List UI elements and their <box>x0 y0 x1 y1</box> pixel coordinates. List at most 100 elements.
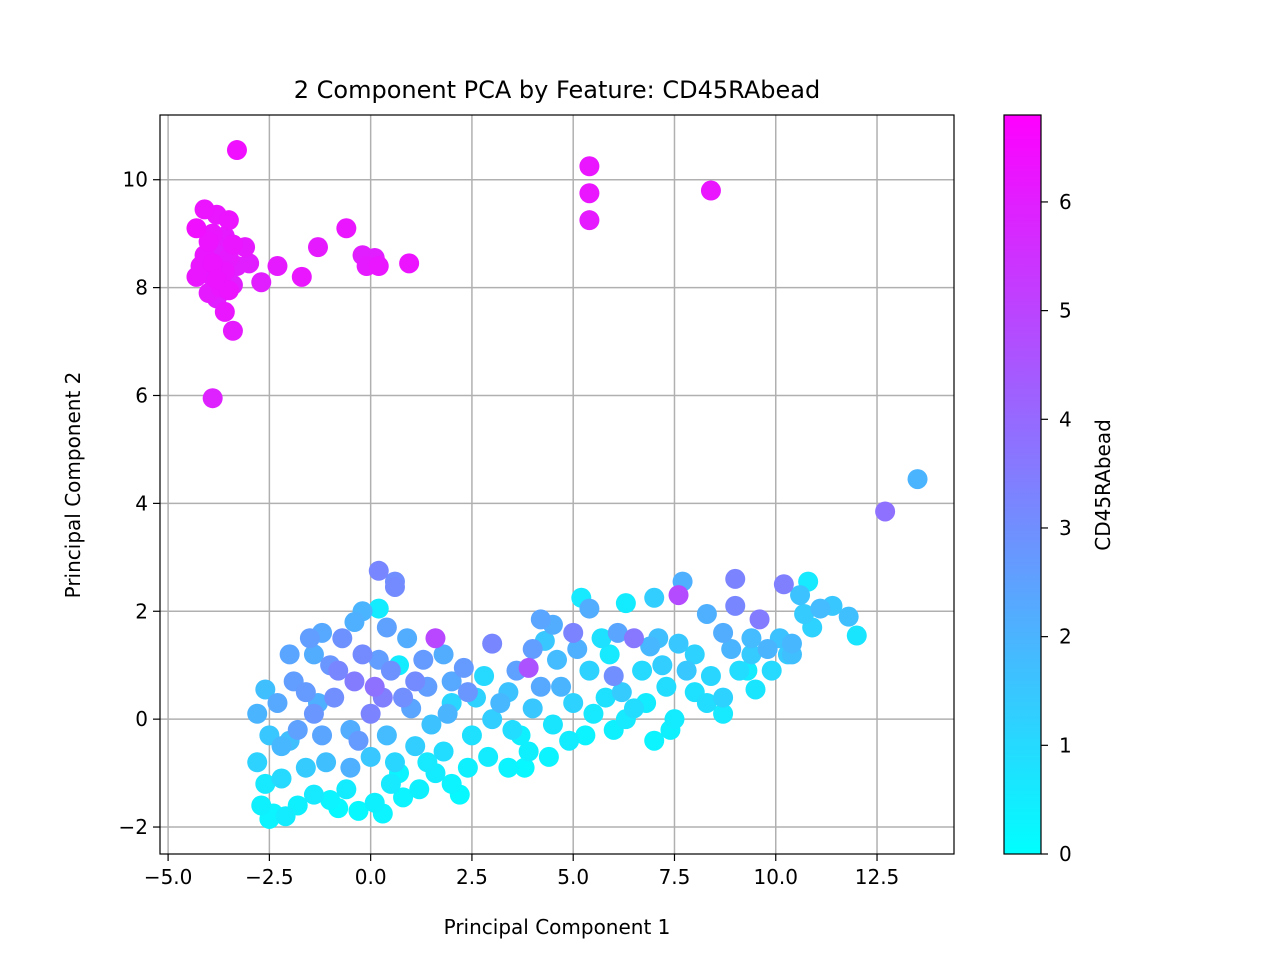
x-axis-label: Principal Component 1 <box>444 915 671 939</box>
scatter-point <box>425 628 446 649</box>
scatter-point <box>376 725 397 746</box>
scatter-point <box>433 741 454 762</box>
scatter-point <box>478 746 499 767</box>
x-tick-label: 0.0 <box>355 865 387 889</box>
scatter-point <box>399 253 420 274</box>
scatter-point <box>538 746 559 767</box>
scatter-point <box>696 603 717 624</box>
scatter-point <box>303 703 324 724</box>
y-tick-label: 10 <box>123 168 148 192</box>
scatter-point <box>700 665 721 686</box>
scatter-point <box>384 752 405 773</box>
scatter-point <box>579 156 600 177</box>
scatter-point <box>186 218 207 239</box>
scatter-point <box>303 784 324 805</box>
colorbar-tick-label: 0 <box>1059 842 1072 866</box>
scatter-point <box>186 266 207 287</box>
scatter-point <box>700 180 721 201</box>
x-tick-label: −2.5 <box>245 865 294 889</box>
scatter-point <box>299 628 320 649</box>
x-tick-label: 12.5 <box>855 865 900 889</box>
scatter-point <box>198 231 219 252</box>
scatter-point <box>502 719 523 740</box>
colorbar-tick-label: 3 <box>1059 516 1072 540</box>
scatter-point <box>875 501 896 522</box>
scatter-point <box>542 714 563 735</box>
scatter-point <box>676 660 697 681</box>
scatter-point <box>267 256 288 277</box>
scatter-point <box>303 644 324 665</box>
scatter-point <box>563 692 584 713</box>
scatter-point <box>340 757 361 778</box>
scatter-point <box>741 628 762 649</box>
scatter-point <box>413 649 434 670</box>
scatter-point <box>384 576 405 597</box>
scatter-point <box>332 628 353 649</box>
y-tick-label: 2 <box>135 599 148 623</box>
scatter-point <box>222 234 243 255</box>
scatter-point <box>421 714 442 735</box>
scatter-point <box>380 660 401 681</box>
scatter-point <box>441 671 462 692</box>
y-tick-label: 0 <box>135 707 148 731</box>
scatter-point <box>810 598 831 619</box>
scatter-point <box>761 660 782 681</box>
scatter-point <box>218 280 239 301</box>
scatter-point <box>336 218 357 239</box>
scatter-point <box>773 574 794 595</box>
scatter-point <box>615 593 636 614</box>
scatter-point <box>664 709 685 730</box>
scatter-point <box>599 644 620 665</box>
scatter-point <box>437 703 458 724</box>
y-tick-label: 4 <box>135 491 148 515</box>
scatter-point <box>368 598 389 619</box>
scatter-point <box>202 253 223 274</box>
scatter-point <box>490 692 511 713</box>
scatter-point <box>328 660 349 681</box>
scatter-point <box>551 676 572 697</box>
scatter-point <box>518 657 539 678</box>
scatter-point <box>668 585 689 606</box>
scatter-point <box>226 140 247 161</box>
scatter-point <box>579 598 600 619</box>
scatter-point <box>222 320 243 341</box>
scatter-point <box>725 568 746 589</box>
y-axis-label: Principal Component 2 <box>61 372 85 599</box>
x-tick-label: 5.0 <box>557 865 589 889</box>
scatter-point <box>514 757 535 778</box>
scatter-point <box>364 676 385 697</box>
scatter-point <box>729 660 750 681</box>
scatter-point <box>255 679 276 700</box>
scatter-point <box>336 779 357 800</box>
scatter-point <box>522 639 543 660</box>
scatter-point <box>530 609 551 630</box>
scatter-point <box>790 585 811 606</box>
scatter-point <box>316 752 337 773</box>
scatter-point <box>324 687 345 708</box>
scatter-point <box>255 773 276 794</box>
colorbar-label: CD45RAbead <box>1091 419 1115 551</box>
chart-title: 2 Component PCA by Feature: CD45RAbead <box>294 76 820 104</box>
scatter-point <box>640 636 661 657</box>
scatter-point <box>713 622 734 643</box>
scatter-point <box>595 687 616 708</box>
scatter-point <box>559 730 580 751</box>
scatter-point <box>498 757 519 778</box>
scatter-point <box>575 725 596 746</box>
scatter-point <box>194 199 215 220</box>
scatter-point <box>725 595 746 616</box>
y-tick-label: −2 <box>119 815 148 839</box>
scatter-point <box>607 622 628 643</box>
scatter-point <box>247 703 268 724</box>
scatter-point <box>271 736 292 757</box>
data-points <box>186 140 928 829</box>
scatter-point <box>547 649 567 670</box>
scatter-point <box>397 628 418 649</box>
scatter-point <box>741 644 762 665</box>
scatter-point <box>364 792 385 813</box>
x-tick-label: 10.0 <box>753 865 798 889</box>
scatter-point <box>271 768 292 789</box>
scatter-point <box>579 660 600 681</box>
colorbar-tick-label: 1 <box>1059 733 1072 757</box>
